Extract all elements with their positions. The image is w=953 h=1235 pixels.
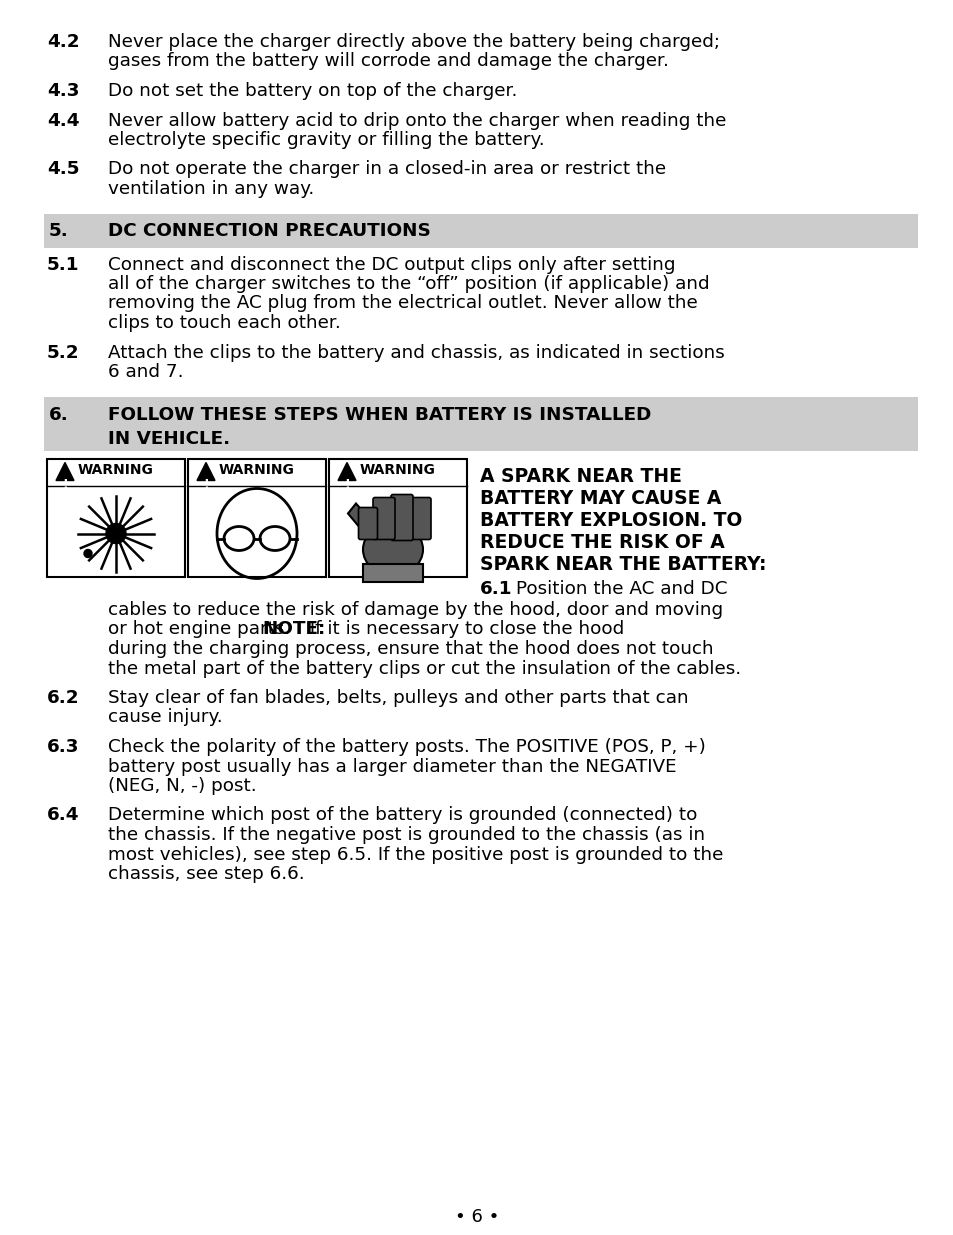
Text: WARNING: WARNING bbox=[78, 463, 153, 478]
Text: removing the AC plug from the electrical outlet. Never allow the: removing the AC plug from the electrical… bbox=[108, 294, 697, 312]
Bar bbox=[363, 563, 422, 582]
Text: Do not operate the charger in a closed-in area or restrict the: Do not operate the charger in a closed-i… bbox=[108, 161, 665, 179]
Text: 4.3: 4.3 bbox=[47, 82, 79, 100]
Bar bbox=[329, 458, 467, 577]
Text: WARNING: WARNING bbox=[359, 463, 436, 478]
Text: 4.4: 4.4 bbox=[47, 111, 79, 130]
Text: clips to touch each other.: clips to touch each other. bbox=[108, 314, 340, 332]
Text: 4.5: 4.5 bbox=[47, 161, 79, 179]
Text: REDUCE THE RISK OF A: REDUCE THE RISK OF A bbox=[479, 532, 724, 552]
Text: Attach the clips to the battery and chassis, as indicated in sections: Attach the clips to the battery and chas… bbox=[108, 343, 724, 362]
Text: Stay clear of fan blades, belts, pulleys and other parts that can: Stay clear of fan blades, belts, pulleys… bbox=[108, 689, 688, 706]
Text: DC CONNECTION PRECAUTIONS: DC CONNECTION PRECAUTIONS bbox=[108, 222, 431, 241]
Text: 6.1: 6.1 bbox=[479, 580, 512, 599]
Text: during the charging process, ensure that the hood does not touch: during the charging process, ensure that… bbox=[108, 640, 713, 658]
Text: most vehicles), see step 6.5. If the positive post is grounded to the: most vehicles), see step 6.5. If the pos… bbox=[108, 846, 722, 863]
Bar bbox=[47, 458, 185, 577]
Text: 5.1: 5.1 bbox=[47, 256, 79, 273]
Text: Do not set the battery on top of the charger.: Do not set the battery on top of the cha… bbox=[108, 82, 517, 100]
Text: If it is necessary to close the hood: If it is necessary to close the hood bbox=[304, 620, 624, 638]
Text: battery post usually has a larger diameter than the NEGATIVE: battery post usually has a larger diamet… bbox=[108, 757, 676, 776]
Bar bbox=[188, 458, 326, 577]
Text: 6.4: 6.4 bbox=[47, 806, 79, 825]
Circle shape bbox=[84, 550, 91, 557]
Text: !: ! bbox=[344, 478, 350, 492]
Text: 6 and 7.: 6 and 7. bbox=[108, 363, 183, 382]
Text: 4.2: 4.2 bbox=[47, 33, 79, 51]
Text: A SPARK NEAR THE: A SPARK NEAR THE bbox=[479, 467, 681, 485]
Polygon shape bbox=[196, 462, 214, 480]
Text: SPARK NEAR THE BATTERY:: SPARK NEAR THE BATTERY: bbox=[479, 555, 765, 573]
Bar bbox=[44, 396, 917, 451]
Text: ventilation in any way.: ventilation in any way. bbox=[108, 180, 314, 198]
Text: Position the AC and DC: Position the AC and DC bbox=[516, 580, 727, 599]
Text: FOLLOW THESE STEPS WHEN BATTERY IS INSTALLED: FOLLOW THESE STEPS WHEN BATTERY IS INSTA… bbox=[108, 406, 651, 425]
Text: electrolyte specific gravity or filling the battery.: electrolyte specific gravity or filling … bbox=[108, 131, 544, 149]
FancyBboxPatch shape bbox=[373, 498, 395, 540]
Text: the metal part of the battery clips or cut the insulation of the cables.: the metal part of the battery clips or c… bbox=[108, 659, 740, 678]
Text: 5.2: 5.2 bbox=[47, 343, 79, 362]
Text: all of the charger switches to the “off” position (if applicable) and: all of the charger switches to the “off”… bbox=[108, 275, 709, 293]
Text: 5.: 5. bbox=[49, 222, 69, 241]
Text: Never allow battery acid to drip onto the charger when reading the: Never allow battery acid to drip onto th… bbox=[108, 111, 725, 130]
Text: Check the polarity of the battery posts. The POSITIVE (POS, P, +): Check the polarity of the battery posts.… bbox=[108, 739, 705, 756]
Text: or hot engine parts.: or hot engine parts. bbox=[108, 620, 295, 638]
Text: chassis, see step 6.6.: chassis, see step 6.6. bbox=[108, 864, 304, 883]
Text: Connect and disconnect the DC output clips only after setting: Connect and disconnect the DC output cli… bbox=[108, 256, 675, 273]
Text: !: ! bbox=[62, 478, 68, 492]
FancyBboxPatch shape bbox=[391, 494, 413, 541]
Text: • 6 •: • 6 • bbox=[455, 1208, 498, 1226]
Text: BATTERY EXPLOSION. TO: BATTERY EXPLOSION. TO bbox=[479, 510, 741, 530]
Text: 6.2: 6.2 bbox=[47, 689, 79, 706]
Text: gases from the battery will corrode and damage the charger.: gases from the battery will corrode and … bbox=[108, 53, 668, 70]
Text: Never place the charger directly above the battery being charged;: Never place the charger directly above t… bbox=[108, 33, 720, 51]
Text: NOTE:: NOTE: bbox=[262, 620, 325, 638]
Text: Determine which post of the battery is grounded (connected) to: Determine which post of the battery is g… bbox=[108, 806, 697, 825]
Text: cables to reduce the risk of damage by the hood, door and moving: cables to reduce the risk of damage by t… bbox=[108, 601, 722, 619]
Polygon shape bbox=[348, 504, 370, 531]
Text: cause injury.: cause injury. bbox=[108, 709, 222, 726]
Text: BATTERY MAY CAUSE A: BATTERY MAY CAUSE A bbox=[479, 489, 720, 508]
Text: (NEG, N, -) post.: (NEG, N, -) post. bbox=[108, 777, 256, 795]
Text: the chassis. If the negative post is grounded to the chassis (as in: the chassis. If the negative post is gro… bbox=[108, 826, 704, 844]
Text: 6.: 6. bbox=[49, 406, 69, 425]
Text: !: ! bbox=[203, 478, 209, 492]
Text: WARNING: WARNING bbox=[219, 463, 294, 478]
Circle shape bbox=[106, 524, 126, 543]
Polygon shape bbox=[56, 462, 74, 480]
FancyBboxPatch shape bbox=[358, 508, 377, 540]
Polygon shape bbox=[337, 462, 355, 480]
Text: 6.3: 6.3 bbox=[47, 739, 79, 756]
Bar bbox=[44, 214, 917, 247]
FancyBboxPatch shape bbox=[409, 498, 431, 540]
Text: IN VEHICLE.: IN VEHICLE. bbox=[108, 430, 230, 448]
Ellipse shape bbox=[363, 524, 422, 576]
